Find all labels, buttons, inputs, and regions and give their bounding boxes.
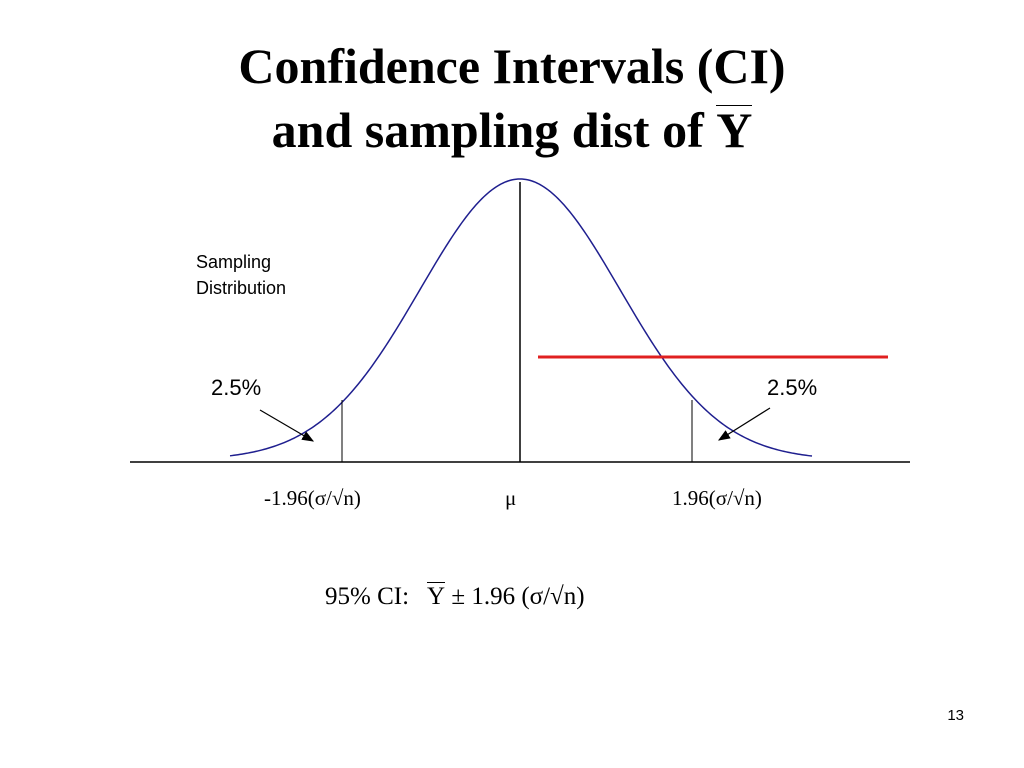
mean-label: μ xyxy=(505,486,517,510)
sampling-distribution-label: Sampling Distribution xyxy=(196,249,286,301)
formula-y-bar: Y xyxy=(427,582,446,610)
title-prefix: and sampling dist of xyxy=(271,102,717,158)
formula-suffix: ± 1.96 (σ/√n) xyxy=(451,583,585,610)
bell-curve xyxy=(229,178,813,457)
page-number: 13 xyxy=(947,707,964,724)
label-line2: Distribution xyxy=(196,278,287,298)
label-line1: Sampling xyxy=(196,252,272,272)
formula-prefix: 95% CI: xyxy=(325,583,410,610)
slide-title-line1: Confidence Intervals (CI) xyxy=(238,38,786,94)
left-tail-arrow xyxy=(259,409,315,442)
left-critical-label: -1.96(σ/√n) xyxy=(264,486,361,510)
ci-formula: 95% CI: Y ± 1.96 (σ/√n) xyxy=(325,582,585,611)
y-bar-symbol: Y xyxy=(716,102,753,158)
right-tail-percent: 2.5% xyxy=(767,375,818,400)
right-critical-label: 1.96(σ/√n) xyxy=(672,486,762,510)
right-tail-arrow xyxy=(717,407,771,441)
slide-title-line2: and sampling dist of Y xyxy=(0,101,1024,159)
left-tail-percent: 2.5% xyxy=(211,375,262,400)
